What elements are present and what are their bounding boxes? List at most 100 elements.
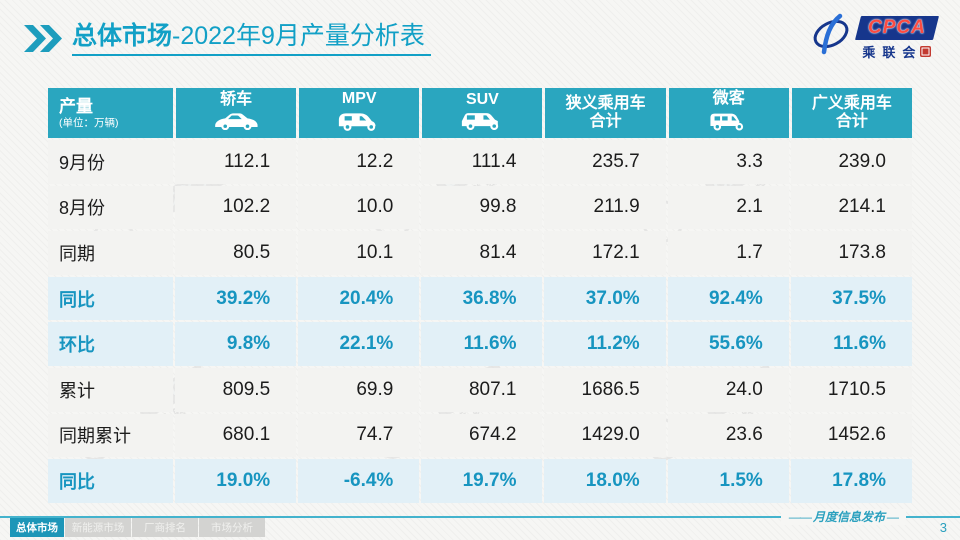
row-label: 同比	[48, 276, 173, 321]
cell-value: 80.5	[175, 231, 297, 275]
cell-value: 69.9	[298, 367, 420, 412]
sedan-icon	[213, 110, 259, 135]
header-cell: 狭义乘用车 合计	[545, 88, 666, 138]
suv-icon	[459, 109, 505, 135]
cell-value: 12.2	[298, 140, 420, 184]
cell-value: 39.2%	[175, 276, 297, 321]
microvan-icon	[707, 109, 751, 136]
page-title-highlight: 总体市场	[72, 22, 173, 50]
cell-value: 112.1	[175, 140, 297, 184]
cell-value: 9.8%	[175, 322, 297, 366]
cell-value: 74.7	[298, 413, 420, 458]
table-body: 9月份 112.1 12.2 111.4 235.7 3.3 239.0 8月份 102.2 10…	[48, 140, 912, 503]
footer-tab-新能源市场[interactable]: 新能源市场	[65, 518, 131, 537]
table-row: 累计 809.5 69.9 807.1 1686.5 24.0 1710.5	[48, 367, 912, 412]
logo-text-block: CPCA 乘联会	[855, 12, 939, 61]
cell-value: 10.0	[298, 185, 420, 230]
header-label: 合计	[835, 113, 868, 130]
table-row: 同期累计 680.1 74.7 674.2 1429.0 23.6 1452.6	[48, 413, 912, 458]
page-title-rest: -2022年9月产量分析表	[172, 22, 425, 50]
logo-acronym: CPCA	[868, 17, 926, 38]
unit-sub-label: (单位：万辆)	[59, 117, 119, 130]
cell-value: 102.2	[175, 185, 297, 230]
logo-seal-icon	[920, 46, 932, 57]
cell-value: 1.7	[667, 231, 789, 275]
cell-value: 37.5%	[790, 276, 912, 321]
cell-value: 19.0%	[175, 459, 297, 503]
table-row: 同比 19.0% -6.4% 19.7% 18.0% 1.5% 17.8%	[48, 459, 912, 503]
cell-value: 23.6	[667, 413, 789, 458]
cell-value: 809.5	[175, 367, 297, 412]
table-row: 8月份 102.2 10.0 99.8 211.9 2.1 214.1	[48, 185, 912, 230]
cell-value: -6.4%	[298, 459, 420, 503]
cell-value: 99.8	[421, 185, 543, 230]
cell-value: 1686.5	[544, 367, 666, 412]
cell-value: 1452.6	[790, 413, 912, 458]
cell-value: 173.8	[790, 231, 912, 275]
row-label: 累计	[48, 367, 173, 412]
cell-value: 3.3	[667, 140, 789, 184]
page-number: 3	[939, 520, 947, 535]
header-cell: SUV	[422, 88, 543, 138]
logo-chinese-name: 乘联会	[862, 42, 932, 61]
table-row: 同比 39.2% 20.4% 36.8% 37.0% 92.4% 37.5%	[48, 276, 912, 321]
cell-value: 172.1	[544, 231, 666, 275]
cpca-emblem-icon	[813, 13, 849, 55]
cell-value: 1429.0	[544, 413, 666, 458]
cell-value: 37.0%	[544, 276, 666, 321]
cell-value: 235.7	[544, 140, 666, 184]
cell-value: 55.6%	[667, 322, 789, 366]
header-cell: 微客	[668, 88, 789, 138]
cell-value: 11.2%	[544, 322, 666, 366]
mpv-icon	[336, 109, 382, 136]
footer-tab-总体市场[interactable]: 总体市场	[10, 518, 64, 537]
unit-label: 产量	[59, 96, 93, 116]
table-row: 环比 9.8% 22.1% 11.6% 11.2% 55.6% 11.6%	[48, 322, 912, 366]
header-label: 合计	[589, 113, 622, 130]
header-label: 广义乘用车	[811, 94, 892, 112]
cell-value: 680.1	[175, 413, 297, 458]
cell-value: 11.6%	[421, 322, 543, 366]
row-label: 同期累计	[48, 413, 173, 458]
header-label: MPV	[341, 90, 377, 108]
page-title: 总体市场-2022年9月产量分析表	[72, 22, 431, 56]
cell-value: 36.8%	[421, 276, 543, 321]
header-cell: MPV	[299, 88, 420, 138]
header-label: 微客	[712, 90, 745, 108]
footer-divider-line	[0, 516, 960, 518]
cell-value: 239.0	[790, 140, 912, 184]
logo-band: CPCA	[855, 16, 939, 40]
row-label: 同期	[48, 231, 173, 275]
row-label: 8月份	[48, 185, 173, 230]
header-label: 轿车	[220, 91, 253, 109]
header-label: SUV	[465, 90, 499, 108]
cell-value: 211.9	[544, 185, 666, 230]
cell-value: 19.7%	[421, 459, 543, 503]
table-row: 9月份 112.1 12.2 111.4 235.7 3.3 239.0	[48, 140, 912, 184]
cell-value: 81.4	[421, 231, 543, 275]
production-table: 产量 (单位：万辆) 轿车 MPV SUV 狭义乘用车 合计 微客 广义乘用车 合计 9月份 1…	[48, 88, 912, 503]
cell-value: 111.4	[421, 140, 543, 184]
cell-value: 20.4%	[298, 276, 420, 321]
footer-tab-市场分析[interactable]: 市场分析	[199, 518, 265, 537]
cell-value: 92.4%	[667, 276, 789, 321]
row-label: 9月份	[48, 140, 173, 184]
header-cell: 轿车	[176, 88, 297, 138]
cell-value: 22.1%	[298, 322, 420, 366]
header-cell-unit: 产量 (单位：万辆)	[48, 88, 173, 138]
table-header-row: 产量 (单位：万辆) 轿车 MPV SUV 狭义乘用车 合计 微客 广义乘用车 合计	[48, 88, 912, 138]
footer-tab-bar: 总体市场 新能源市场 厂商排名 市场分析	[10, 518, 265, 537]
cell-value: 10.1	[298, 231, 420, 275]
footer-tab-厂商排名[interactable]: 厂商排名	[132, 518, 198, 537]
cell-value: 674.2	[421, 413, 543, 458]
cell-value: 807.1	[421, 367, 543, 412]
cpca-logo: CPCA 乘联会	[810, 12, 948, 66]
table-row: 同期 80.5 10.1 81.4 172.1 1.7 173.8	[48, 231, 912, 275]
cell-value: 17.8%	[790, 459, 912, 503]
cell-value: 11.6%	[790, 322, 912, 366]
cell-value: 1.5%	[667, 459, 789, 503]
cell-value: 214.1	[790, 185, 912, 230]
row-label: 同比	[48, 459, 173, 503]
header-label: 狭义乘用车	[565, 94, 646, 112]
